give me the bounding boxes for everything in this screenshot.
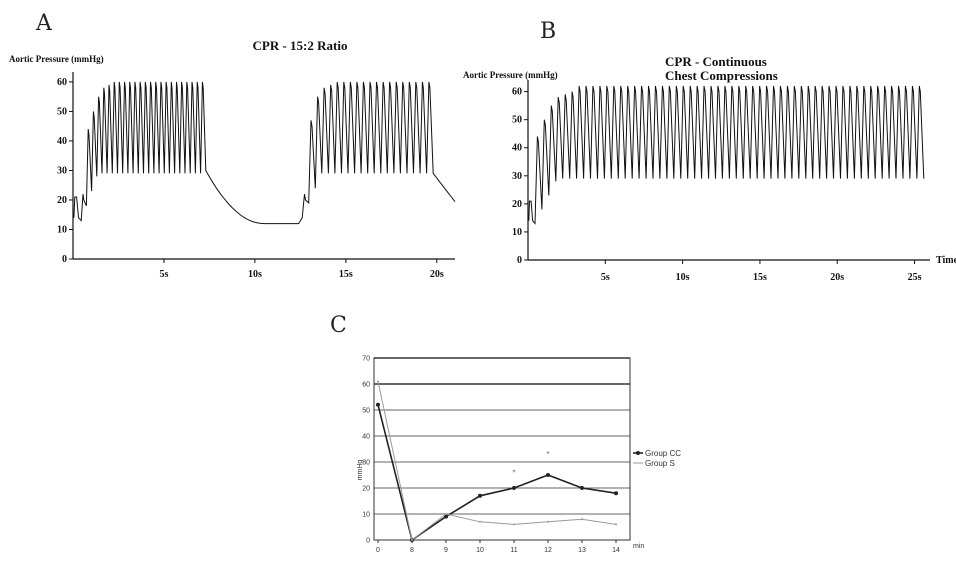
panel-c-xlabel: min bbox=[633, 543, 644, 550]
panel-a-ytick-label: 30 bbox=[57, 165, 67, 176]
panel-letter-c: C bbox=[330, 313, 347, 338]
panel-a-xtick-label: 10s bbox=[248, 269, 262, 280]
panel-c-xtick-label: 10 bbox=[476, 547, 484, 554]
panel-c-ytick-label: 0 bbox=[366, 538, 370, 545]
panel-a-ytick-label: 50 bbox=[57, 106, 67, 117]
panel-c-data-point bbox=[377, 380, 379, 383]
panel-a-xtick-label: 15s bbox=[339, 269, 353, 280]
panel-c-data-point bbox=[581, 518, 583, 521]
panel-b-ytick-label: 60 bbox=[512, 87, 522, 98]
panel-c-ytick-label: 40 bbox=[362, 434, 370, 441]
panel-c-legend-marker bbox=[636, 451, 640, 455]
panel-c-xtick-label: 11 bbox=[510, 547, 517, 554]
panel-c-ytick-label: 70 bbox=[362, 356, 370, 363]
panel-c-xtick-label: 9 bbox=[444, 547, 448, 554]
panel-a-chart: CPR - 15:2 Ratio Aortic Pressure (mmHg) … bbox=[9, 38, 456, 280]
panel-c-significance-marker: * bbox=[512, 468, 515, 477]
panel-a-ytick-label: 60 bbox=[57, 77, 67, 88]
panel-b-xtick-label: 5s bbox=[601, 272, 610, 283]
panel-c-ytick-label: 20 bbox=[362, 486, 370, 493]
panel-c-data-point bbox=[615, 523, 617, 526]
panel-c-series-line bbox=[377, 381, 617, 541]
panel-c-legend-label: Group CC bbox=[645, 449, 681, 458]
panel-letter-a: A bbox=[35, 11, 53, 36]
panel-c-data-point bbox=[411, 539, 413, 541]
panel-b-ytick-label: 30 bbox=[512, 171, 522, 182]
panel-c-data-point bbox=[580, 486, 584, 490]
panel-b-xlabel: Time bbox=[936, 255, 956, 266]
panel-c-xtick-label: 14 bbox=[612, 547, 620, 554]
panel-b-subtitle: Chest Compressions bbox=[665, 68, 778, 83]
panel-b-xtick-label: 10s bbox=[676, 272, 690, 283]
panel-b-ytick-label: 0 bbox=[517, 255, 522, 266]
panel-b-ytick-label: 40 bbox=[512, 143, 522, 154]
panel-a-ylabel: Aortic Pressure (mmHg) bbox=[9, 54, 104, 64]
panel-c-xtick-label: 0 bbox=[376, 547, 380, 554]
panel-c-ytick-label: 50 bbox=[362, 408, 370, 415]
panel-b-ylabel: Aortic Pressure (mmHg) bbox=[463, 70, 558, 80]
panel-a-pressure-trace bbox=[73, 81, 456, 225]
panel-c-data-point bbox=[614, 491, 618, 496]
panel-c-ylabel: mmHg bbox=[357, 460, 364, 481]
panel-c-chart: mmHg min 0 10 20 30 40 50 60 70 0 8 9 10 11 12 13 14 Gro… bbox=[357, 356, 681, 555]
panel-c-ytick-label: 60 bbox=[362, 382, 370, 389]
panel-a-ytick-label: 0 bbox=[62, 254, 67, 265]
panel-c-data-point bbox=[478, 493, 482, 498]
panel-b-xtick-label: 20s bbox=[830, 272, 844, 283]
panel-a-xtick-label: 5s bbox=[159, 269, 168, 280]
panel-b-title: CPR - Continuous bbox=[665, 54, 767, 69]
panel-c-data-point bbox=[512, 486, 516, 490]
panel-a-ytick-label: 10 bbox=[57, 224, 67, 235]
panel-b-ytick-label: 50 bbox=[512, 115, 522, 126]
panel-c-data-point bbox=[445, 513, 447, 515]
panel-c-legend-label: Group S bbox=[645, 459, 675, 468]
panel-c-xtick-label: 12 bbox=[544, 547, 552, 554]
panel-c-plot-frame bbox=[373, 357, 631, 541]
panel-b-ytick-label: 20 bbox=[512, 199, 522, 210]
panel-c-xtick-label: 13 bbox=[578, 547, 586, 554]
panel-c-data-point bbox=[444, 514, 448, 519]
panel-b-xtick-label: 25s bbox=[908, 272, 922, 283]
panel-letter-b: B bbox=[540, 19, 556, 44]
panel-b-pressure-trace bbox=[528, 85, 925, 225]
panel-c-ytick-label: 30 bbox=[362, 460, 370, 467]
panel-c-data-point bbox=[547, 520, 549, 523]
panel-b-chart: CPR - Continuous Chest Compressions Aort… bbox=[463, 54, 956, 283]
panel-c-xtick-label: 8 bbox=[410, 547, 414, 554]
panel-c-data-point bbox=[513, 523, 515, 526]
panel-a-xtick-label: 20s bbox=[430, 269, 444, 280]
panel-c-ytick-label: 10 bbox=[362, 512, 370, 519]
panel-c-data-point bbox=[546, 473, 550, 477]
panel-a-ytick-label: 40 bbox=[57, 136, 67, 147]
panel-c-data-point bbox=[376, 402, 380, 407]
panel-b-ytick-label: 10 bbox=[512, 227, 522, 238]
panel-b-xtick-label: 15s bbox=[753, 272, 767, 283]
panel-a-title: CPR - 15:2 Ratio bbox=[253, 38, 348, 53]
panel-c-data-point bbox=[479, 520, 481, 523]
panel-c-significance-marker: * bbox=[546, 450, 549, 459]
panel-a-ytick-label: 20 bbox=[57, 195, 67, 206]
